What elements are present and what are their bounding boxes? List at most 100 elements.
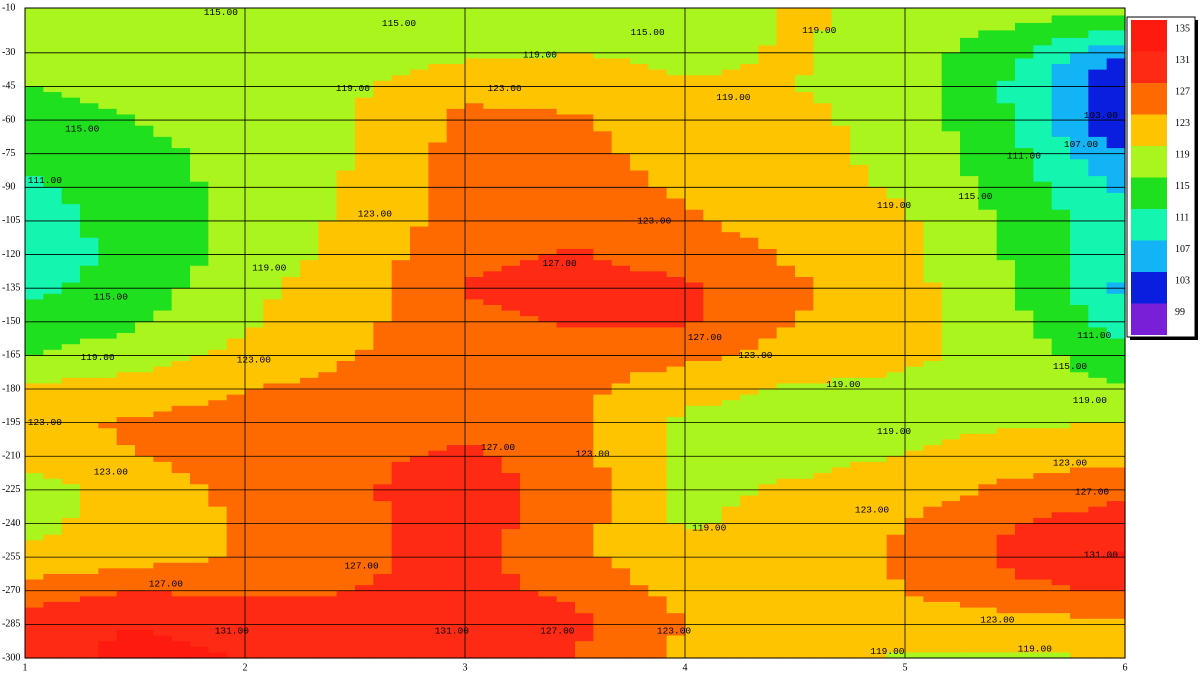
contour-cell [391, 22, 411, 32]
contour-cell [410, 192, 429, 200]
contour-cell [391, 232, 411, 239]
contour-cell [758, 310, 778, 317]
contour-cell [520, 22, 539, 32]
contour-cell [428, 148, 448, 155]
contour-cell [1106, 293, 1126, 300]
contour-cell [868, 417, 888, 424]
contour-cell [648, 37, 668, 46]
contour-cell [923, 220, 943, 228]
contour-cell [795, 288, 814, 295]
contour-cell [263, 30, 283, 39]
contour-cell [538, 372, 558, 379]
contour-cell [190, 209, 209, 216]
contour-cell [281, 456, 301, 463]
contour-cell [245, 411, 264, 418]
contour-cell [43, 411, 63, 418]
contour-cell [538, 361, 558, 368]
contour-cell [190, 86, 209, 93]
contour-cell [941, 361, 961, 368]
contour-cell [923, 8, 943, 17]
contour-cell [1088, 131, 1108, 138]
contour-cell [483, 260, 503, 267]
contour-cell [868, 159, 888, 166]
contour-cell [80, 114, 99, 121]
contour-cell [1033, 237, 1053, 244]
contour-cell [25, 187, 44, 194]
contour-cell [978, 282, 998, 289]
contour-cell [941, 215, 961, 222]
contour-cell [556, 361, 576, 368]
contour-cell [960, 389, 979, 396]
contour-cell [758, 349, 778, 357]
contour-cell [428, 187, 448, 194]
contour-cell [758, 176, 778, 183]
contour-cell [666, 237, 686, 244]
contour-cell [996, 97, 1016, 104]
contour-cell [831, 445, 851, 452]
contour-cell [116, 204, 136, 211]
contour-cell [868, 316, 888, 323]
contour-cell [135, 52, 154, 60]
contour-cell [446, 293, 466, 300]
contour-cell [226, 316, 246, 323]
contour-cell [703, 131, 723, 138]
contour-cell [190, 64, 209, 71]
contour-cell [336, 428, 356, 435]
contour-cell [465, 37, 484, 46]
contour-cell [941, 271, 961, 278]
contour-cell [666, 254, 686, 261]
contour-cell [410, 304, 429, 312]
contour-cell [61, 271, 81, 278]
contour-cell [666, 282, 686, 289]
contour-cell [391, 64, 411, 71]
contour-cell [611, 220, 631, 228]
contour-cell [758, 293, 778, 300]
contour-cell [483, 344, 503, 351]
contour-cell [263, 209, 283, 216]
contour-cell [373, 120, 393, 127]
contour-cell [318, 265, 338, 272]
contour-cell [355, 248, 374, 256]
contour-cell [1070, 45, 1089, 54]
contour-cell [1015, 215, 1034, 222]
contour-cell [850, 243, 869, 250]
contour-cell [208, 400, 228, 407]
contour-cell [1033, 80, 1053, 88]
contour-cell [391, 52, 411, 60]
contour-cell [978, 428, 998, 435]
contour-cell [978, 237, 998, 244]
contour-cell [538, 15, 558, 24]
contour-cell [61, 260, 81, 267]
contour-cell [410, 86, 429, 93]
contour-cell [410, 461, 429, 469]
contour-cell [428, 389, 448, 396]
contour-cell [960, 80, 979, 88]
contour-cell [960, 467, 979, 474]
contour-cell [648, 64, 668, 71]
contour-cell [666, 293, 686, 300]
contour-cell [355, 333, 374, 340]
contour-cell [776, 338, 796, 345]
contour-cell [868, 310, 888, 317]
contour-cell [960, 192, 979, 200]
contour-cell [1051, 69, 1071, 76]
contour-cell [996, 37, 1016, 46]
contour-cell [153, 148, 173, 155]
contour-cell [905, 333, 924, 340]
contour-cell [996, 366, 1016, 373]
contour-cell [318, 142, 338, 149]
contour-cell [98, 260, 118, 267]
contour-cell [25, 176, 44, 183]
contour-cell [850, 310, 869, 317]
contour-cell [593, 282, 613, 289]
contour-cell [721, 22, 741, 32]
contour-cell [776, 428, 796, 435]
contour-cell [1088, 45, 1108, 54]
contour-cell [905, 125, 924, 132]
contour-cell [281, 232, 301, 239]
contour-cell [1015, 181, 1034, 188]
contour-cell [98, 22, 118, 32]
contour-cell [593, 433, 613, 441]
contour-cell [556, 310, 576, 317]
contour-cell [80, 366, 99, 373]
